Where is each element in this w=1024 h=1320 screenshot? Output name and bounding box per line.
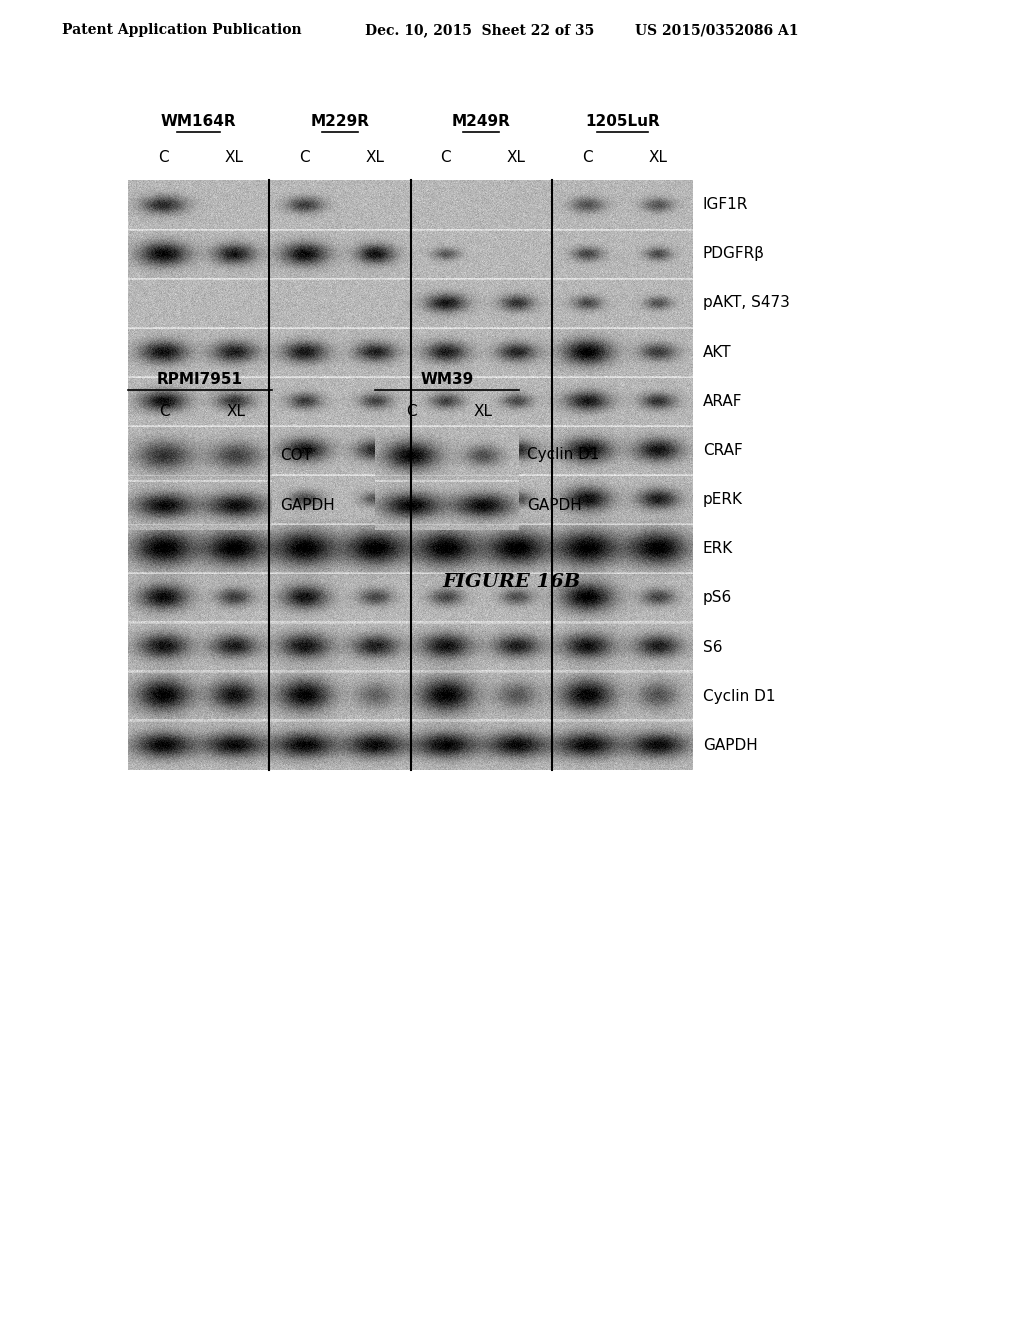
Text: pERK: pERK bbox=[703, 492, 743, 507]
Text: M249R: M249R bbox=[452, 115, 511, 129]
Text: FIGURE 16B: FIGURE 16B bbox=[442, 573, 582, 591]
Text: CRAF: CRAF bbox=[703, 444, 742, 458]
Text: XL: XL bbox=[366, 150, 385, 165]
Text: C: C bbox=[159, 404, 169, 420]
Text: C: C bbox=[158, 150, 169, 165]
Text: RPMI7951: RPMI7951 bbox=[157, 372, 243, 388]
Text: C: C bbox=[582, 150, 592, 165]
Text: IGF1R: IGF1R bbox=[703, 197, 749, 213]
Text: Cyclin D1: Cyclin D1 bbox=[703, 689, 775, 704]
Text: C: C bbox=[406, 404, 417, 420]
Text: ARAF: ARAF bbox=[703, 393, 742, 409]
Text: GAPDH: GAPDH bbox=[280, 498, 335, 512]
Text: GAPDH: GAPDH bbox=[703, 738, 758, 752]
Text: pAKT, S473: pAKT, S473 bbox=[703, 296, 790, 310]
Text: C: C bbox=[299, 150, 310, 165]
Text: PDGFRβ: PDGFRβ bbox=[703, 247, 765, 261]
Text: XL: XL bbox=[224, 150, 244, 165]
Text: pS6: pS6 bbox=[703, 590, 732, 606]
Text: XL: XL bbox=[473, 404, 493, 420]
Text: Patent Application Publication: Patent Application Publication bbox=[62, 22, 302, 37]
Text: M229R: M229R bbox=[310, 115, 370, 129]
Text: S6: S6 bbox=[703, 640, 723, 655]
Text: GAPDH: GAPDH bbox=[527, 498, 582, 512]
Text: AKT: AKT bbox=[703, 345, 731, 359]
Text: XL: XL bbox=[507, 150, 526, 165]
Text: 1205LuR: 1205LuR bbox=[585, 115, 659, 129]
Text: C: C bbox=[440, 150, 452, 165]
Text: WM164R: WM164R bbox=[161, 115, 237, 129]
Text: COT: COT bbox=[280, 447, 312, 462]
Text: ERK: ERK bbox=[703, 541, 733, 556]
Text: Dec. 10, 2015  Sheet 22 of 35: Dec. 10, 2015 Sheet 22 of 35 bbox=[365, 22, 594, 37]
Text: WM39: WM39 bbox=[421, 372, 474, 388]
Text: Cyclin D1: Cyclin D1 bbox=[527, 447, 599, 462]
Text: US 2015/0352086 A1: US 2015/0352086 A1 bbox=[635, 22, 799, 37]
Text: XL: XL bbox=[226, 404, 246, 420]
Text: XL: XL bbox=[648, 150, 668, 165]
